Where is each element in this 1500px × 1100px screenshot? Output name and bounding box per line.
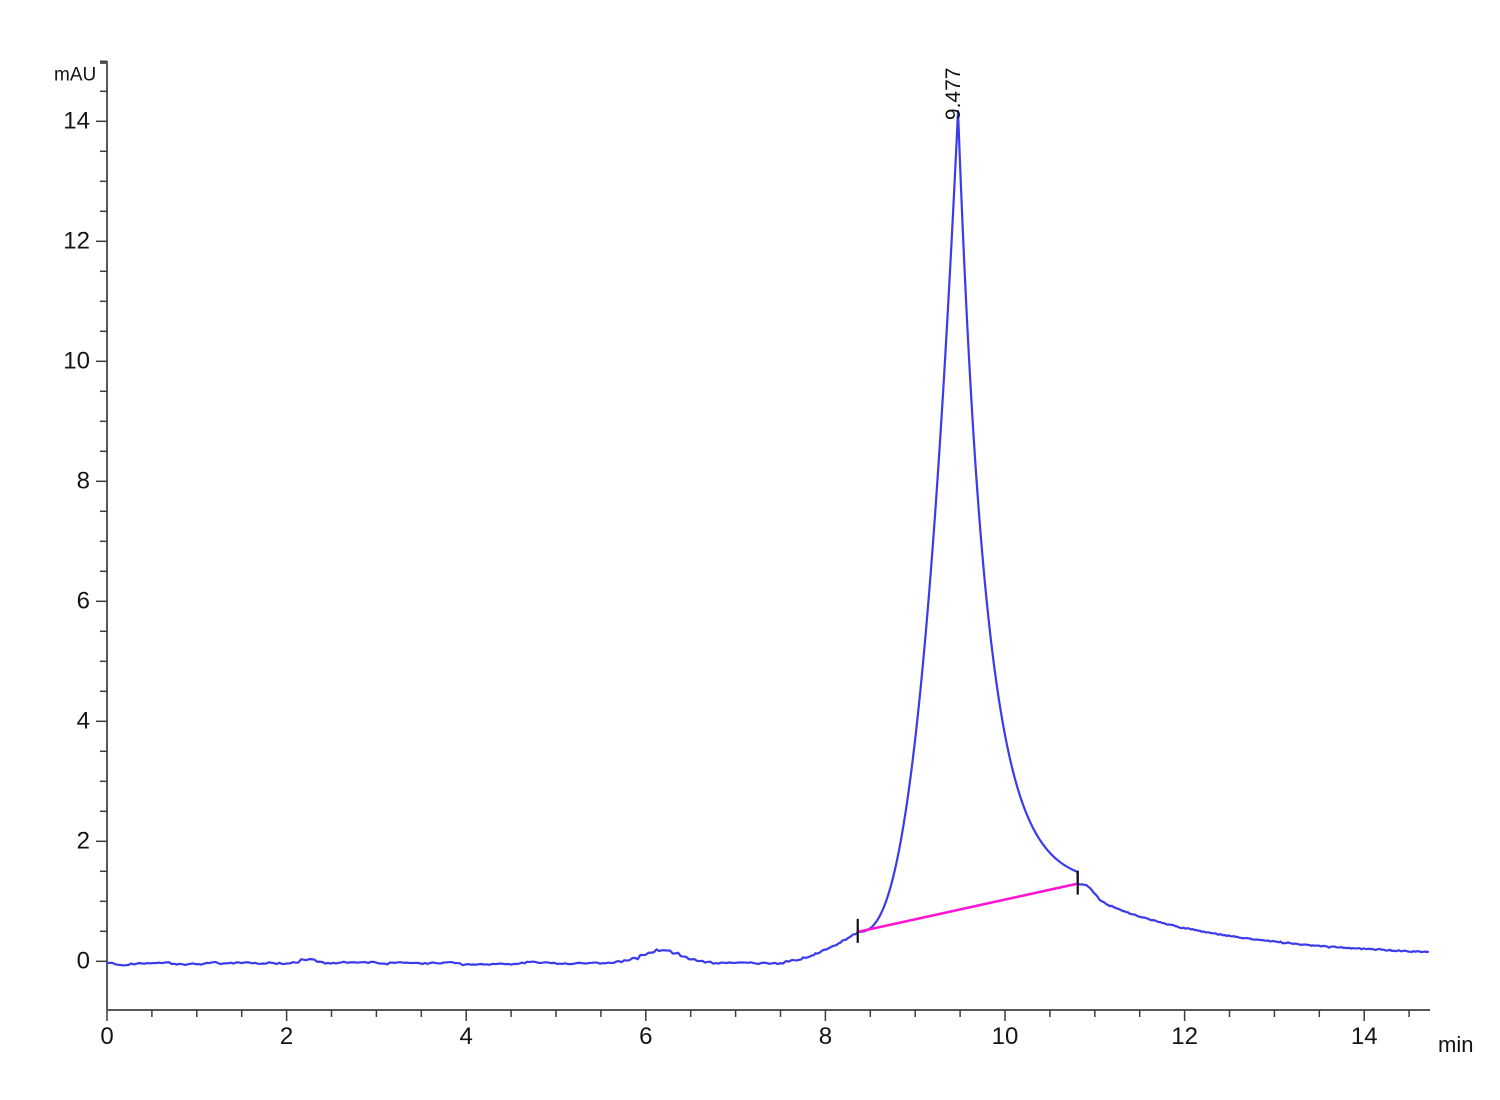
svg-text:12: 12 bbox=[63, 227, 90, 254]
svg-text:6: 6 bbox=[77, 587, 90, 614]
svg-text:10: 10 bbox=[992, 1023, 1019, 1050]
svg-text:14: 14 bbox=[1351, 1023, 1378, 1050]
svg-text:14: 14 bbox=[63, 107, 90, 134]
svg-text:2: 2 bbox=[77, 827, 90, 854]
svg-text:10: 10 bbox=[63, 347, 90, 374]
svg-text:0: 0 bbox=[77, 947, 90, 974]
svg-text:4: 4 bbox=[77, 707, 90, 734]
svg-text:4: 4 bbox=[460, 1023, 473, 1050]
svg-text:min: min bbox=[1438, 1032, 1473, 1057]
svg-text:8: 8 bbox=[77, 467, 90, 494]
svg-text:mAU: mAU bbox=[54, 65, 96, 86]
svg-text:2: 2 bbox=[280, 1023, 293, 1050]
svg-text:9.477: 9.477 bbox=[942, 68, 965, 121]
svg-text:8: 8 bbox=[819, 1023, 832, 1050]
svg-text:6: 6 bbox=[639, 1023, 652, 1050]
svg-text:12: 12 bbox=[1171, 1023, 1198, 1050]
svg-text:0: 0 bbox=[100, 1023, 113, 1050]
